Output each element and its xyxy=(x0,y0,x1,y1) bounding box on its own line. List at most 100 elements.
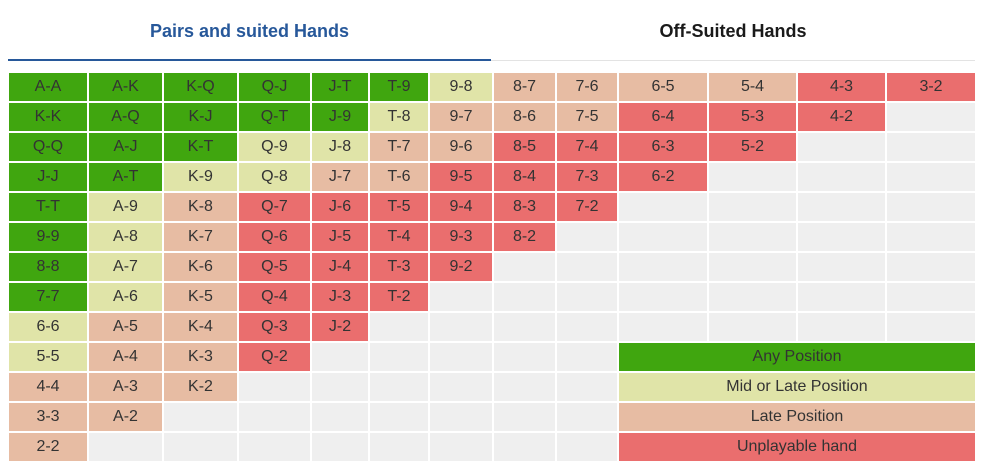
tab-pairs-and-suited-hands[interactable]: Pairs and suited Hands xyxy=(149,20,350,41)
hand-cell-k-9: K-9 xyxy=(163,162,238,192)
empty-cell xyxy=(238,372,311,402)
hand-cell-9-3: 9-3 xyxy=(429,222,493,252)
empty-cell xyxy=(493,402,556,432)
hand-cell-j-3: J-3 xyxy=(311,282,369,312)
hand-cell-7-2: 7-2 xyxy=(556,192,618,222)
hand-cell-6-4: 6-4 xyxy=(618,102,708,132)
empty-cell xyxy=(797,132,886,162)
empty-cell xyxy=(369,342,429,372)
empty-cell xyxy=(618,222,708,252)
empty-cell xyxy=(88,432,163,462)
empty-cell xyxy=(886,102,976,132)
empty-cell xyxy=(618,192,708,222)
empty-cell xyxy=(429,402,493,432)
empty-cell xyxy=(556,252,618,282)
empty-cell xyxy=(618,252,708,282)
legend-any-position: Any Position xyxy=(618,342,976,372)
hand-cell-q-9: Q-9 xyxy=(238,132,311,162)
hand-cell-a-5: A-5 xyxy=(88,312,163,342)
hand-cell-9-5: 9-5 xyxy=(429,162,493,192)
hand-cell-k-k: K-K xyxy=(8,102,88,132)
empty-cell xyxy=(797,252,886,282)
hand-cell-7-4: 7-4 xyxy=(556,132,618,162)
legend-unplayable-hand: Unplayable hand xyxy=(618,432,976,462)
hand-cell-a-t: A-T xyxy=(88,162,163,192)
hand-cell-j-9: J-9 xyxy=(311,102,369,132)
hand-cell-k-q: K-Q xyxy=(163,72,238,102)
hand-cell-t-8: T-8 xyxy=(369,102,429,132)
hand-cell-9-7: 9-7 xyxy=(429,102,493,132)
empty-cell xyxy=(886,312,976,342)
hand-cell-a-q: A-Q xyxy=(88,102,163,132)
empty-cell xyxy=(556,222,618,252)
empty-cell xyxy=(238,402,311,432)
empty-cell xyxy=(556,402,618,432)
empty-cell xyxy=(311,342,369,372)
hand-cell-q-t: Q-T xyxy=(238,102,311,132)
empty-cell xyxy=(556,342,618,372)
hand-cell-t-4: T-4 xyxy=(369,222,429,252)
hand-cell-a-j: A-J xyxy=(88,132,163,162)
active-tab-underline xyxy=(8,59,491,61)
empty-cell xyxy=(493,432,556,462)
hand-cell-j-j: J-J xyxy=(8,162,88,192)
empty-cell xyxy=(429,282,493,312)
hand-cell-j-8: J-8 xyxy=(311,132,369,162)
hand-cell-k-j: K-J xyxy=(163,102,238,132)
empty-cell xyxy=(797,282,886,312)
hand-cell-k-5: K-5 xyxy=(163,282,238,312)
hand-cell-k-8: K-8 xyxy=(163,192,238,222)
hand-cell-7-7: 7-7 xyxy=(8,282,88,312)
empty-cell xyxy=(311,432,369,462)
empty-cell xyxy=(311,372,369,402)
hand-cell-5-2: 5-2 xyxy=(708,132,797,162)
empty-cell xyxy=(708,312,797,342)
empty-cell xyxy=(163,402,238,432)
empty-cell xyxy=(618,312,708,342)
empty-cell xyxy=(556,432,618,462)
hand-cell-k-6: K-6 xyxy=(163,252,238,282)
hand-cell-q-j: Q-J xyxy=(238,72,311,102)
hand-cell-j-6: J-6 xyxy=(311,192,369,222)
empty-cell xyxy=(429,372,493,402)
empty-cell xyxy=(886,162,976,192)
hand-category-tabs: Pairs and suited Hands Off-Suited Hands xyxy=(0,0,984,64)
empty-cell xyxy=(708,162,797,192)
empty-cell xyxy=(429,312,493,342)
empty-cell xyxy=(369,432,429,462)
hand-cell-3-2: 3-2 xyxy=(886,72,976,102)
hand-cell-t-5: T-5 xyxy=(369,192,429,222)
empty-cell xyxy=(163,432,238,462)
hand-cell-9-8: 9-8 xyxy=(429,72,493,102)
empty-cell xyxy=(886,132,976,162)
hand-cell-t-6: T-6 xyxy=(369,162,429,192)
empty-cell xyxy=(797,192,886,222)
empty-cell xyxy=(369,312,429,342)
hand-cell-j-2: J-2 xyxy=(311,312,369,342)
hand-cell-7-3: 7-3 xyxy=(556,162,618,192)
hand-cell-8-3: 8-3 xyxy=(493,192,556,222)
hand-cell-a-a: A-A xyxy=(8,72,88,102)
hand-cell-q-6: Q-6 xyxy=(238,222,311,252)
hand-cell-a-9: A-9 xyxy=(88,192,163,222)
hand-cell-k-t: K-T xyxy=(163,132,238,162)
hand-cell-4-3: 4-3 xyxy=(797,72,886,102)
hand-cell-j-7: J-7 xyxy=(311,162,369,192)
empty-cell xyxy=(708,222,797,252)
hand-cell-6-6: 6-6 xyxy=(8,312,88,342)
hand-cell-t-9: T-9 xyxy=(369,72,429,102)
empty-cell xyxy=(493,312,556,342)
empty-cell xyxy=(556,282,618,312)
legend-mid-or-late-position: Mid or Late Position xyxy=(618,372,976,402)
hand-cell-a-3: A-3 xyxy=(88,372,163,402)
hand-cell-a-k: A-K xyxy=(88,72,163,102)
empty-cell xyxy=(618,282,708,312)
hand-cell-k-3: K-3 xyxy=(163,342,238,372)
empty-cell xyxy=(886,192,976,222)
tab-off-suited-hands[interactable]: Off-Suited Hands xyxy=(659,20,807,41)
hand-cell-7-5: 7-5 xyxy=(556,102,618,132)
empty-cell xyxy=(493,342,556,372)
hand-cell-8-4: 8-4 xyxy=(493,162,556,192)
hand-cell-9-4: 9-4 xyxy=(429,192,493,222)
empty-cell xyxy=(886,222,976,252)
